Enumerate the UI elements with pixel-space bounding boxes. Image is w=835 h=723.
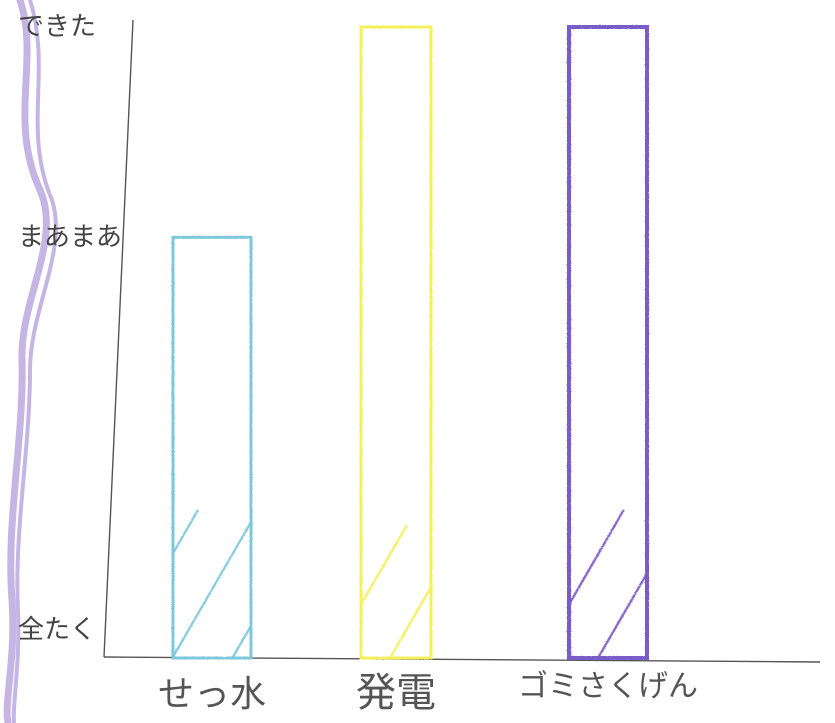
bar <box>359 25 433 660</box>
bars <box>171 25 649 660</box>
y-axis <box>103 19 134 658</box>
bar <box>171 235 253 660</box>
bar-hatching <box>173 509 251 658</box>
bar-hatching <box>569 509 647 658</box>
y-tick-labels: 全たく まあまあ できた <box>18 12 122 645</box>
y-tick-label: まあまあ <box>18 222 122 252</box>
y-tick-label: できた <box>18 12 96 42</box>
bar <box>567 25 649 660</box>
x-tick-label: ゴミさくげん <box>518 669 698 704</box>
x-tick-label: 発電 <box>356 670 436 716</box>
bar-outline <box>359 25 433 660</box>
bar-outline <box>171 235 253 660</box>
x-tick-labels: せっ水 発電 ゴミさくげん <box>158 669 698 716</box>
x-tick-label: せっ水 <box>158 674 266 715</box>
y-tick-label: 全たく <box>18 615 96 645</box>
bar-outline <box>567 25 649 660</box>
margin-crayon-stroke <box>3 0 58 723</box>
bar-hatching <box>361 524 431 658</box>
